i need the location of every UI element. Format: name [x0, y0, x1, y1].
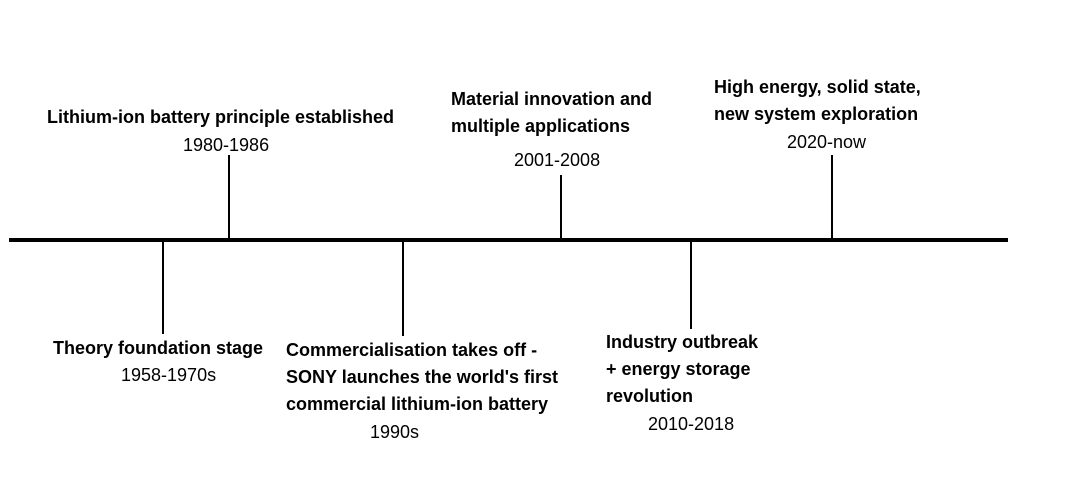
event-title-line: revolution: [606, 386, 694, 406]
timeline-axis: [9, 238, 1008, 242]
event-title-material-innovation: Material innovation and multiple applica…: [451, 86, 652, 140]
tick-industry-outbreak: [690, 240, 692, 329]
tick-commercialisation: [402, 240, 404, 336]
tick-principle-established: [228, 155, 230, 240]
event-title-line: Commercialisation takes off -: [286, 340, 538, 360]
event-title-theory-foundation: Theory foundation stage: [53, 338, 264, 358]
event-years-material-innovation: 2001-2008: [514, 150, 601, 170]
tick-theory-foundation: [162, 240, 164, 334]
event-years-theory-foundation: 1958-1970s: [121, 365, 217, 385]
event-title-line: High energy, solid state,: [714, 77, 921, 97]
event-years-high-energy: 2020-now: [787, 132, 867, 152]
event-title-line: SONY launches the world's first: [286, 367, 559, 387]
event-title-line: Industry outbreak: [606, 332, 759, 352]
event-years-industry-outbreak: 2010-2018: [648, 414, 735, 434]
event-title-commercialisation: Commercialisation takes off - SONY launc…: [286, 337, 558, 418]
event-title-line: + energy storage: [606, 359, 751, 379]
event-title-high-energy: High energy, solid state, new system exp…: [714, 74, 921, 128]
event-title-line: multiple applications: [451, 116, 631, 136]
event-title-line: commercial lithium-ion battery: [286, 394, 549, 414]
tick-material-innovation: [560, 175, 562, 240]
event-years-commercialisation: 1990s: [370, 422, 420, 442]
event-years-principle-established: 1980-1986: [183, 135, 270, 155]
event-title-principle-established: Lithium-ion battery principle establishe…: [47, 107, 395, 127]
tick-high-energy: [831, 155, 833, 240]
event-title-industry-outbreak: Industry outbreak + energy storage revol…: [606, 329, 758, 410]
event-title-line: new system exploration: [714, 104, 919, 124]
event-title-line: Material innovation and: [451, 89, 653, 109]
